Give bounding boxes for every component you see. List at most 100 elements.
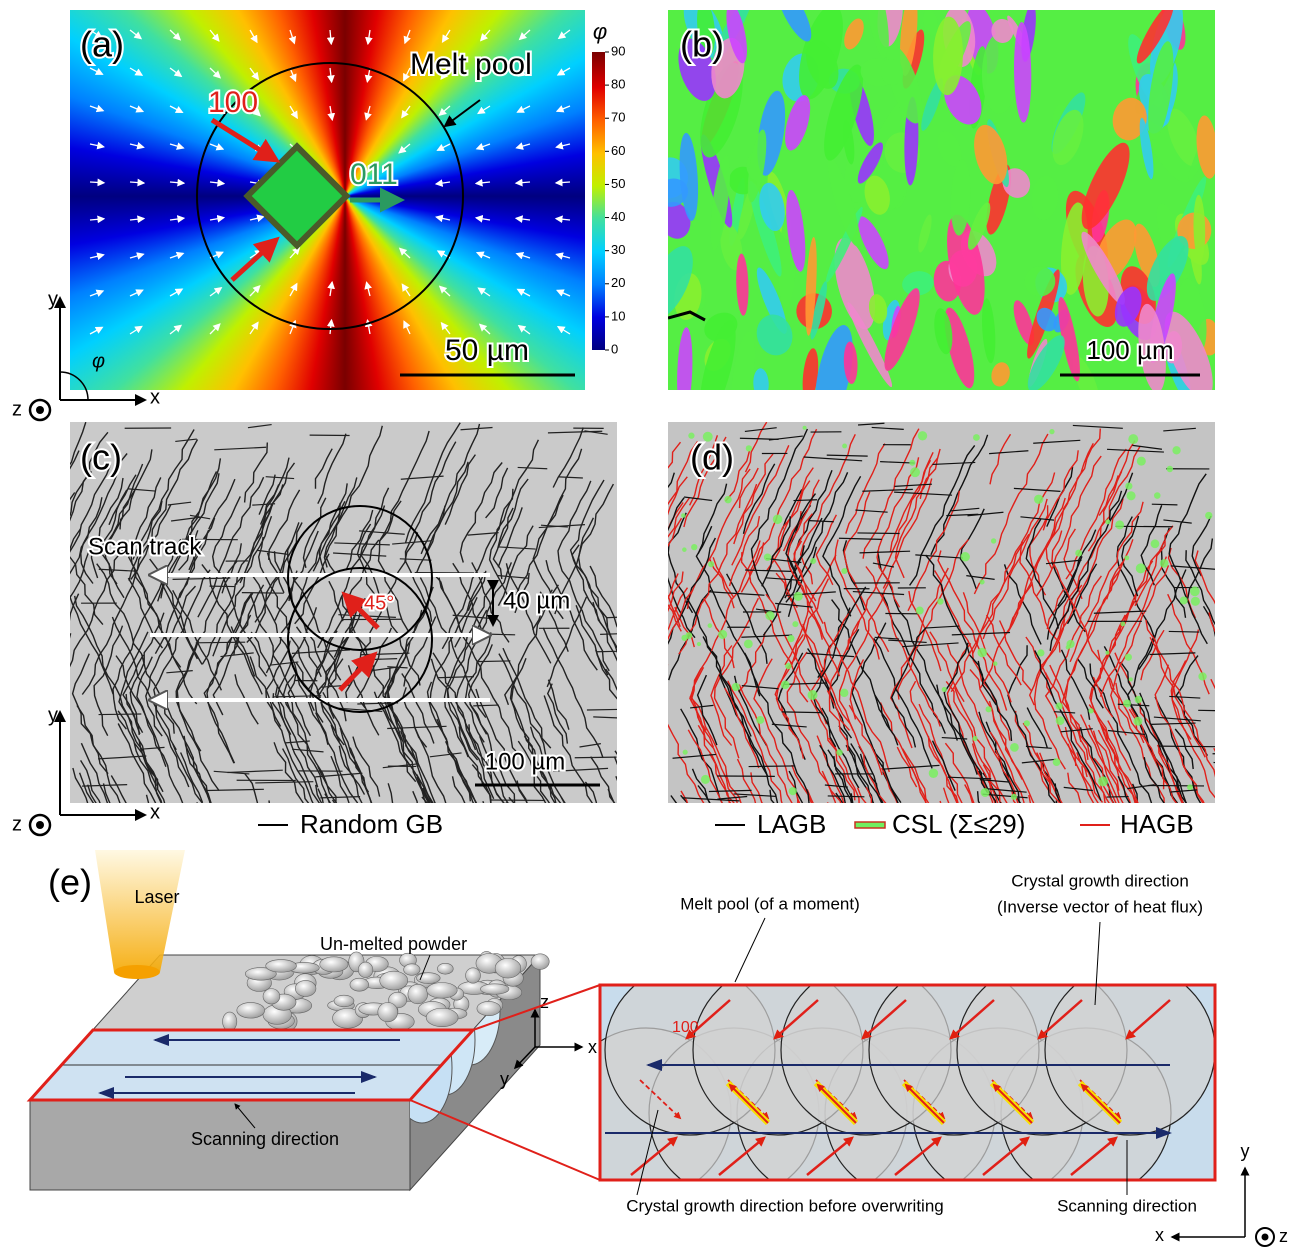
csl-boundary (1105, 519, 1110, 524)
colorbar-tick-label: 20 (611, 275, 625, 290)
flux-arrow (170, 68, 181, 76)
csl-boundary (1125, 482, 1132, 489)
boundary (561, 797, 594, 867)
colorbar-tick-label: 50 (611, 176, 625, 191)
annotation: Scanning direction (1057, 1196, 1197, 1215)
boundary (608, 789, 636, 849)
out-of-plane-symbol (36, 406, 44, 414)
boundary (1159, 746, 1219, 747)
flux-arrow (516, 218, 530, 220)
colorbar-tick-label: 60 (611, 143, 625, 158)
flux-arrow (517, 106, 530, 112)
flux-arrow (443, 30, 450, 42)
arrow-100 (232, 240, 276, 280)
csl-boundary (1128, 434, 1138, 444)
flux-arrow (520, 30, 530, 39)
flux-arrow (90, 106, 103, 111)
powder-particle (404, 964, 420, 976)
boundary (585, 782, 661, 942)
csl-boundary (1124, 555, 1129, 560)
csl-boundary (1187, 784, 1193, 790)
flux-arrow (170, 106, 182, 112)
out-of-plane-symbol (1262, 1234, 1269, 1241)
csl-boundary (1198, 672, 1206, 680)
flux-arrow (516, 182, 530, 183)
legend-entry: CSL (Σ≤29) (892, 809, 1025, 839)
powder-particle (380, 971, 408, 990)
axis-label: z (1279, 1226, 1288, 1246)
flux-arrow (170, 218, 184, 220)
axis-label: z (540, 992, 549, 1012)
pointer (445, 100, 480, 126)
csl-boundary (1105, 651, 1109, 655)
powder-particle (320, 957, 348, 972)
flux-arrow (558, 68, 570, 75)
flux-arrow (210, 144, 223, 149)
scale-bar-label: 100 µm (1086, 335, 1173, 365)
csl-boundary (785, 663, 791, 669)
flux-arrow (476, 182, 490, 183)
flux-arrow (481, 30, 490, 41)
flux-arrow (90, 219, 104, 220)
flux-arrow (170, 289, 182, 296)
csl-boundary (773, 515, 783, 525)
csl-boundary (1049, 429, 1054, 434)
flux-arrow (557, 290, 570, 296)
legend-swatch (855, 822, 885, 828)
flux-arrow (250, 322, 258, 334)
csl-boundary (1066, 640, 1074, 648)
csl-boundary (986, 706, 992, 712)
boundary (600, 634, 620, 635)
csl-boundary (1180, 596, 1188, 604)
flux-arrow (210, 30, 219, 41)
powder-particle (427, 982, 458, 998)
powder-particle (223, 1012, 237, 1031)
csl-boundary (683, 750, 688, 755)
flux-arrow (170, 325, 181, 334)
axis-label: x (1155, 1225, 1164, 1245)
flux-arrow (517, 254, 530, 258)
csl-boundary (1037, 649, 1044, 656)
csl-boundary (756, 716, 764, 724)
powder-particle (295, 980, 316, 996)
laser-beam (95, 850, 185, 972)
axis-label: y (500, 1069, 509, 1089)
annotation: Crystal growth direction (1011, 871, 1189, 890)
boundary (681, 795, 720, 875)
flux-arrow (558, 327, 570, 334)
annotation: Crystal growth direction before overwrit… (626, 1196, 943, 1215)
powder-particle (378, 1003, 398, 1022)
boundary (857, 533, 899, 534)
csl-boundary (1011, 794, 1017, 800)
colorbar-tick-label: 90 (611, 43, 625, 58)
flux-arrow (478, 106, 490, 113)
csl-boundary (1160, 559, 1169, 568)
csl-boundary (960, 552, 969, 561)
csl-boundary (681, 513, 686, 518)
flux-arrow (250, 286, 260, 296)
csl-boundary (808, 690, 818, 700)
csl-boundary (787, 635, 794, 642)
axis-label: x (588, 1037, 597, 1057)
csl-boundary (718, 630, 727, 639)
csl-boundary (781, 680, 790, 689)
colorbar-tick-label: 40 (611, 209, 625, 224)
arrow-100 (212, 120, 276, 160)
axis-label: y (48, 288, 58, 310)
boundary (1214, 763, 1261, 764)
csl-boundary (977, 648, 987, 658)
csl-boundary (1167, 466, 1173, 472)
flux-arrow (440, 286, 450, 296)
boundary (782, 712, 821, 713)
csl-boundary (1190, 586, 1200, 596)
csl-boundary (724, 496, 731, 503)
axis-label: x (150, 801, 160, 823)
flux-arrow (556, 219, 570, 220)
out-of-plane-symbol (36, 821, 44, 829)
colorbar-tick-label: 30 (611, 242, 625, 257)
panel-label: (c) (80, 437, 122, 478)
flux-arrow (404, 321, 410, 334)
flux-arrow (477, 253, 490, 258)
csl-boundary (1191, 597, 1200, 606)
csl-boundary (1056, 703, 1063, 710)
